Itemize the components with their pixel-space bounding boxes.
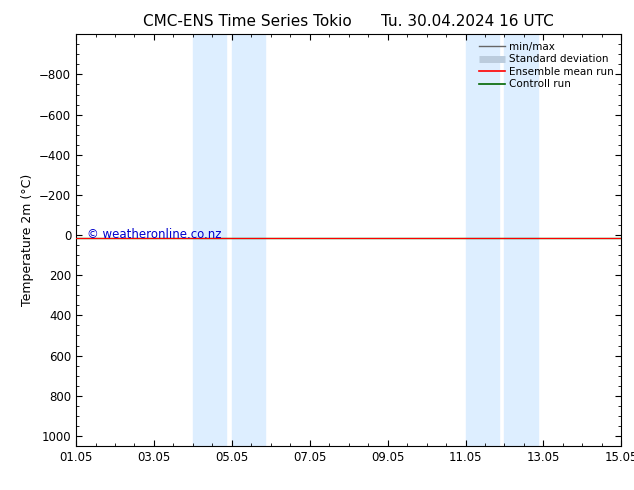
Bar [465, 34, 498, 446]
Bar [193, 34, 226, 446]
Bar [232, 34, 265, 446]
Title: CMC-ENS Time Series Tokio      Tu. 30.04.2024 16 UTC: CMC-ENS Time Series Tokio Tu. 30.04.2024… [143, 14, 554, 29]
Text: © weatheronline.co.nz: © weatheronline.co.nz [87, 228, 221, 241]
Y-axis label: Temperature 2m (°C): Temperature 2m (°C) [20, 174, 34, 306]
Legend: min/max, Standard deviation, Ensemble mean run, Controll run: min/max, Standard deviation, Ensemble me… [477, 40, 616, 92]
Bar [505, 34, 538, 446]
